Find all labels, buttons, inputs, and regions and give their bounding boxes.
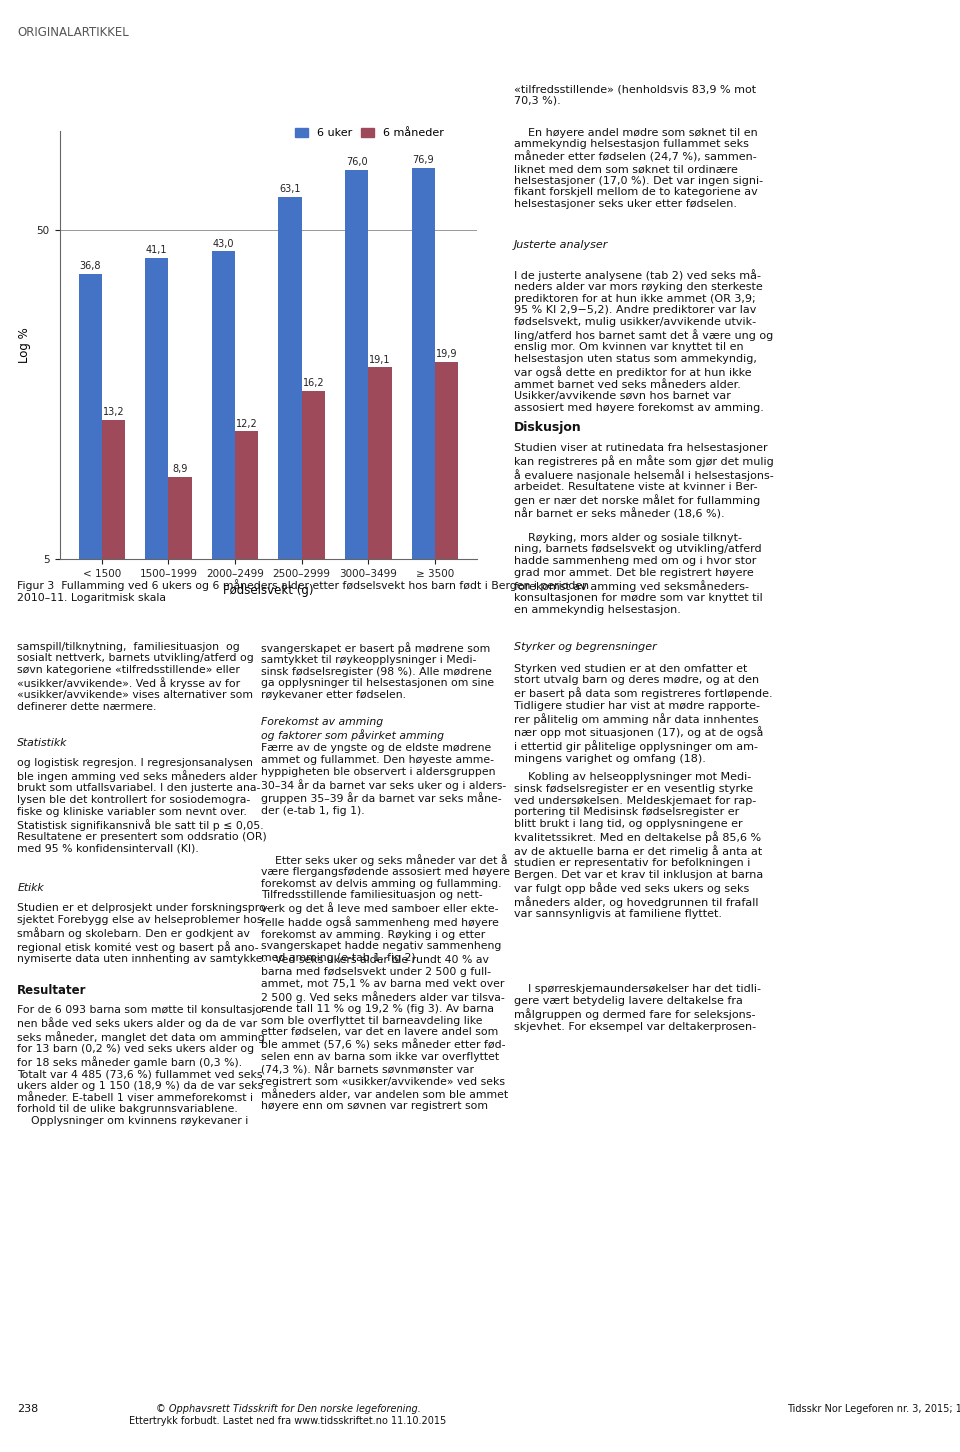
Text: Diskusjon: Diskusjon [514, 421, 582, 434]
Text: 19,1: 19,1 [370, 354, 391, 364]
X-axis label: Fødselsvekt (g): Fødselsvekt (g) [223, 584, 314, 597]
Text: 16,2: 16,2 [302, 378, 324, 388]
Bar [301, 391, 324, 1452]
Bar [79, 273, 102, 1452]
Bar [235, 431, 258, 1452]
Text: Etter seks uker og seks måneder var det å
være flergangsfødende assosiert med hø: Etter seks uker og seks måneder var det … [261, 854, 510, 963]
Bar [168, 476, 192, 1452]
Bar [435, 362, 458, 1452]
Bar [145, 258, 168, 1452]
Bar [345, 170, 369, 1452]
Text: I spørreskjemaundersøkelser har det tidli-
gere vært betydelig lavere deltakelse: I spørreskjemaundersøkelser har det tidl… [514, 984, 760, 1031]
Text: Etikk: Etikk [17, 883, 44, 893]
Bar [278, 196, 301, 1452]
Text: I de justerte analysene (tab 2) ved seks må-
neders alder var mors røyking den s: I de justerte analysene (tab 2) ved seks… [514, 269, 773, 412]
Text: 238: 238 [17, 1404, 38, 1414]
Legend: 6 uker, 6 måneder: 6 uker, 6 måneder [295, 128, 444, 138]
Text: Kobling av helseopplysninger mot Medi-
sinsk fødselsregister er en vesentlig sty: Kobling av helseopplysninger mot Medi- s… [514, 772, 763, 919]
Text: For de 6 093 barna som møtte til konsultasjo-
nen både ved seks ukers alder og d: For de 6 093 barna som møtte til konsult… [17, 1005, 267, 1127]
Text: Ved seks ukers alder ble rundt 40 % av
barna med fødselsvekt under 2 500 g full-: Ved seks ukers alder ble rundt 40 % av b… [261, 955, 508, 1111]
Text: 19,9: 19,9 [436, 348, 457, 359]
Text: Studien viser at rutinedata fra helsestasjoner
kan registreres på en måte som gj: Studien viser at rutinedata fra helsesta… [514, 443, 774, 520]
Bar [212, 251, 235, 1452]
Text: 36,8: 36,8 [80, 261, 101, 270]
Text: Studien er et delprosjekt under forskningspro-
sjektet Forebygg else av helsepro: Studien er et delprosjekt under forsknin… [17, 903, 270, 964]
Text: En høyere andel mødre som søknet til en
ammekyndig helsestasjon fullammet seks
m: En høyere andel mødre som søknet til en … [514, 128, 763, 209]
Text: Ettertrykk forbudt. Lastet ned fra www.tidsskriftet.no 11.10.2015: Ettertrykk forbudt. Lastet ned fra www.t… [130, 1416, 446, 1426]
Text: © Opphavsrett Tidsskrift for Den norske legeforening.: © Opphavsrett Tidsskrift for Den norske … [156, 1404, 420, 1414]
Text: Resultater: Resultater [17, 984, 86, 998]
Text: 76,0: 76,0 [346, 157, 368, 167]
Text: ORIGINALARTIKKEL: ORIGINALARTIKKEL [17, 26, 129, 39]
Text: Røyking, mors alder og sosiale tilknyt-
ning, barnets fødselsvekt og utvikling/a: Røyking, mors alder og sosiale tilknyt- … [514, 533, 762, 614]
Text: Tidsskr Nor Legeforen nr. 3, 2015; 135: Tidsskr Nor Legeforen nr. 3, 2015; 135 [787, 1404, 960, 1414]
Text: Forekomst av amming
og faktorer som påvirket amming: Forekomst av amming og faktorer som påvi… [261, 717, 444, 741]
Text: Styrken ved studien er at den omfatter et
stort utvalg barn og deres mødre, og a: Styrken ved studien er at den omfatter e… [514, 664, 772, 764]
Text: 13,2: 13,2 [103, 408, 124, 417]
Bar [102, 420, 125, 1452]
Text: samspill/tilknytning,  familiesituasjon  og
sosialt nettverk, barnets utvikling/: samspill/tilknytning, familiesituasjon o… [17, 642, 254, 711]
Bar [369, 367, 392, 1452]
Bar [412, 168, 435, 1452]
Text: Færre av de yngste og de eldste mødrene
ammet og fullammet. Den høyeste amme-
hy: Færre av de yngste og de eldste mødrene … [261, 743, 506, 816]
Text: Justerte analyser: Justerte analyser [514, 240, 608, 250]
Y-axis label: Log %: Log % [18, 327, 31, 363]
Text: 8,9: 8,9 [173, 463, 188, 473]
Text: 12,2: 12,2 [236, 418, 257, 428]
Text: svangerskapet er basert på mødrene som
samtykket til røykeopplysninger i Medi-
s: svangerskapet er basert på mødrene som s… [261, 642, 494, 700]
Text: «tilfredsstillende» (henholdsvis 83,9 % mot
70,3 %).: «tilfredsstillende» (henholdsvis 83,9 % … [514, 84, 756, 106]
Text: 41,1: 41,1 [146, 245, 167, 256]
Text: 43,0: 43,0 [212, 238, 234, 248]
Text: Figur 3  Fullamming ved 6 ukers og 6 måneders alder etter fødselsvekt hos barn f: Figur 3 Fullamming ved 6 ukers og 6 måne… [17, 579, 589, 603]
Text: og logistisk regresjon. I regresjonsanalysen
ble ingen amming ved seks måneders : og logistisk regresjon. I regresjonsanal… [17, 758, 267, 854]
Text: Statistikk: Statistikk [17, 738, 67, 748]
Text: 63,1: 63,1 [279, 184, 300, 193]
Text: 76,9: 76,9 [413, 155, 434, 166]
Text: Styrker og begrensninger: Styrker og begrensninger [514, 642, 657, 652]
